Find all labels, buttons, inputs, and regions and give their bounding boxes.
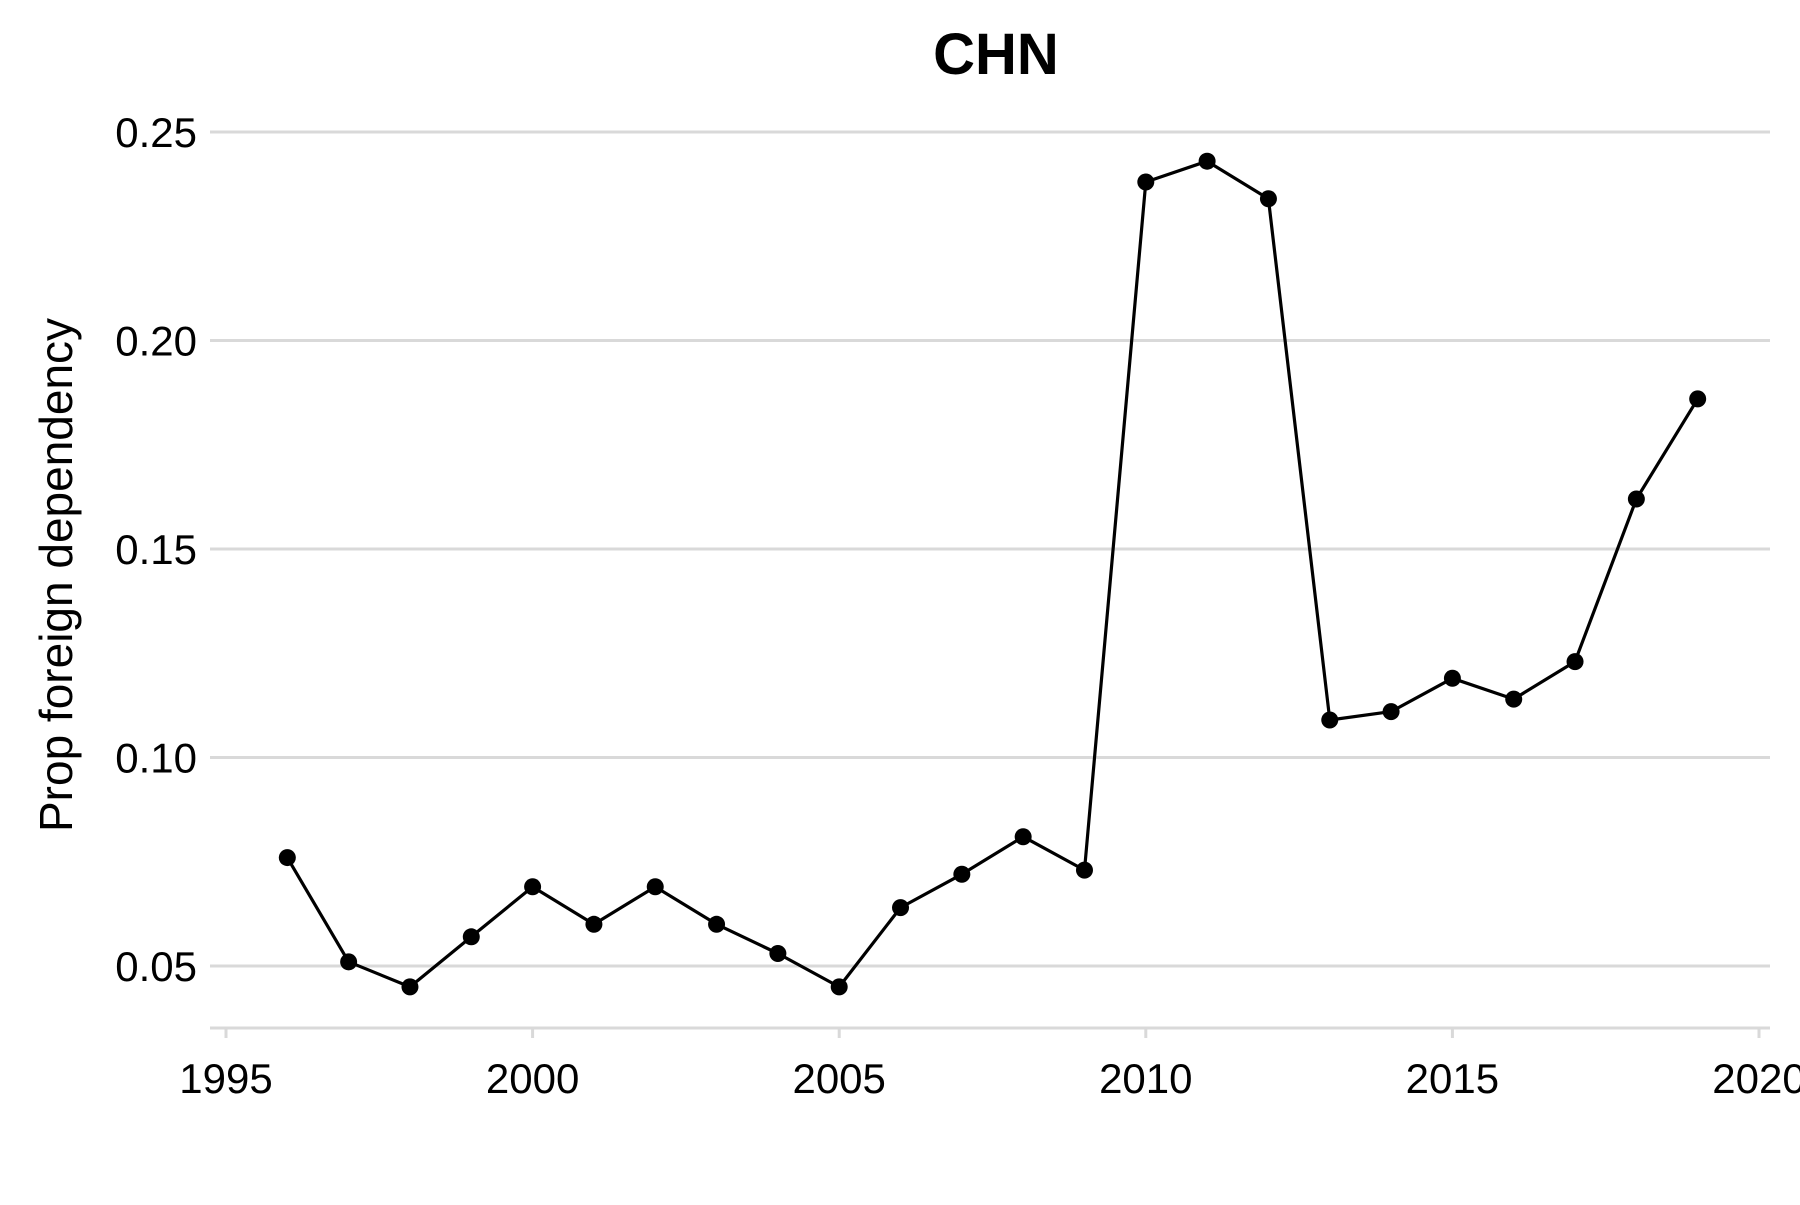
data-point: [1259, 190, 1277, 208]
data-point: [708, 915, 726, 933]
data-point: [892, 899, 910, 917]
data-point: [646, 878, 664, 896]
data-point: [1382, 703, 1400, 721]
data-point: [953, 865, 971, 883]
chart-title: CHN: [933, 22, 1059, 87]
x-axis: 1995 2000 2005 2010 2015 2020: [179, 1026, 1800, 1102]
data-point: [1075, 861, 1093, 879]
x-tick-label: 1995: [179, 1055, 272, 1102]
series-line: [285, 159, 1700, 989]
data-point: [401, 978, 419, 996]
data-point: [340, 953, 358, 971]
data-point: [524, 878, 542, 896]
data-point: [1443, 669, 1461, 687]
y-axis: 0.05 0.10 0.15 0.20 0.25: [115, 109, 197, 990]
y-tick-label: 0.15: [115, 526, 197, 573]
x-tick-label: 2020: [1712, 1055, 1800, 1102]
y-tick-label: 0.25: [115, 109, 197, 156]
data-point: [1627, 490, 1645, 508]
y-axis-label: Prop foreign dependency: [30, 318, 82, 832]
data-point: [1014, 828, 1032, 846]
data-point: [462, 928, 480, 946]
y-tick-label: 0.05: [115, 943, 197, 990]
data-point: [1566, 653, 1584, 671]
x-tick-label: 2015: [1406, 1055, 1499, 1102]
data-point: [1198, 152, 1216, 170]
data-point: [1689, 390, 1707, 408]
data-point: [1137, 173, 1155, 191]
data-point: [585, 915, 603, 933]
data-point: [278, 849, 296, 867]
data-point: [769, 944, 787, 962]
y-tick-label: 0.20: [115, 318, 197, 365]
x-tick-label: 2000: [486, 1055, 579, 1102]
data-point: [1505, 690, 1523, 708]
data-point: [830, 978, 848, 996]
series-points: [278, 152, 1707, 996]
series-line-layer: [285, 159, 1700, 989]
y-tick-label: 0.10: [115, 735, 197, 782]
x-tick-label: 2010: [1099, 1055, 1192, 1102]
gridlines: [210, 130, 1770, 968]
data-point: [1321, 711, 1339, 729]
x-tick-label: 2005: [792, 1055, 885, 1102]
